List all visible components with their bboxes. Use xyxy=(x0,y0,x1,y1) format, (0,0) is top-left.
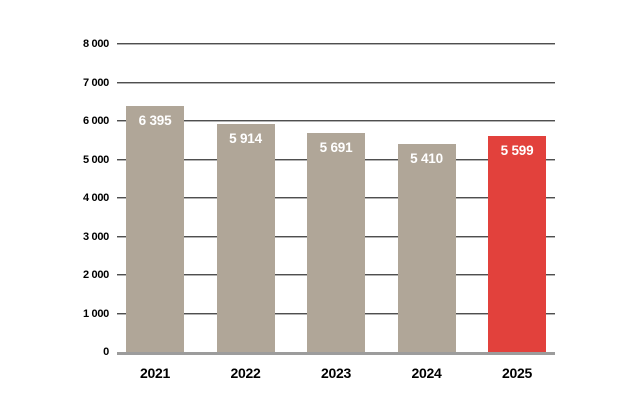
bar-2024: 5 410 xyxy=(397,143,456,352)
bar-2023: 5 691 xyxy=(307,132,365,352)
bar-value-label: 5 691 xyxy=(319,139,353,155)
x-axis-baseline xyxy=(117,352,555,355)
bar-value-label: 5 914 xyxy=(229,131,262,147)
gridline-7000 xyxy=(117,81,555,84)
y-tick-label: 8 000 xyxy=(82,38,109,50)
gridline-8000 xyxy=(117,43,555,45)
y-tick-label: 5 000 xyxy=(82,153,109,166)
bar-value-label: 6 395 xyxy=(138,112,172,128)
x-tick-label-2023: 2023 xyxy=(321,365,351,381)
y-tick-label: 0 xyxy=(103,346,109,358)
y-tick-label: 1 000 xyxy=(82,307,109,320)
bar-2025: 5 599 xyxy=(488,136,546,352)
bar-value-label: 5 599 xyxy=(500,143,534,159)
y-tick-label: 4 000 xyxy=(82,192,109,204)
x-tick-label-2022: 2022 xyxy=(230,365,261,381)
y-tick-label: 2 000 xyxy=(82,269,109,281)
y-tick-label: 3 000 xyxy=(82,230,109,243)
x-tick-label-2021: 2021 xyxy=(140,365,170,381)
bar-2021: 6 395 xyxy=(126,105,184,352)
x-tick-label-2024: 2024 xyxy=(411,365,442,381)
y-tick-label: 7 000 xyxy=(82,76,109,89)
bar-value-label: 5 410 xyxy=(410,150,443,166)
y-tick-label: 6 000 xyxy=(82,115,109,127)
bar-2022: 5 914 xyxy=(216,124,275,352)
gridline-6000 xyxy=(117,120,555,122)
x-tick-label-2025: 2025 xyxy=(502,365,532,381)
